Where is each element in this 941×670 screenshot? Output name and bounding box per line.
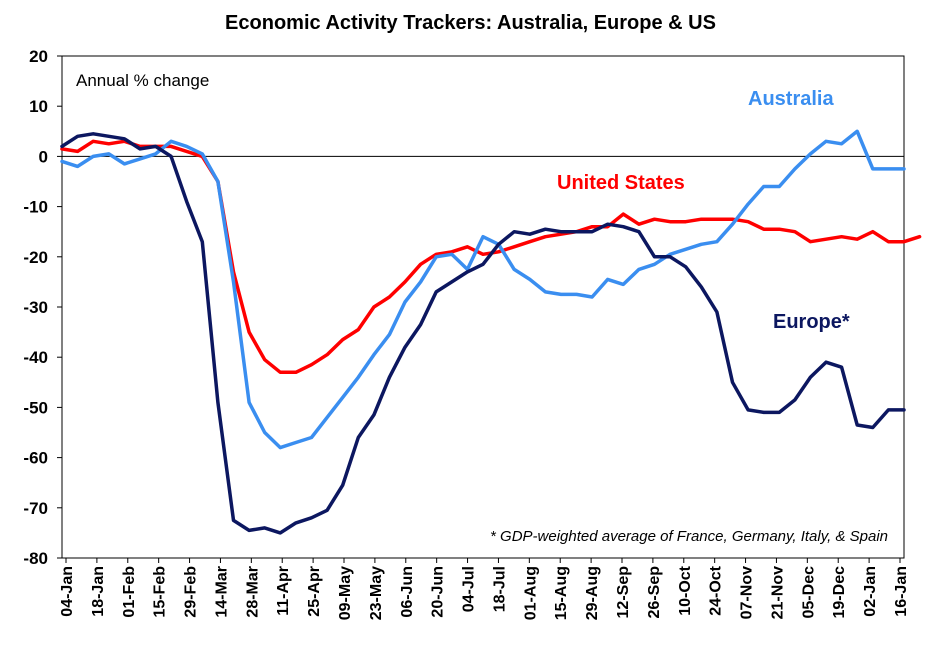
series-line-europe	[60, 132, 906, 535]
x-tick-label: 24-Oct	[708, 565, 725, 615]
y-tick-label: 0	[39, 147, 48, 166]
y-tick-label: 20	[29, 47, 48, 66]
y-axis-label: Annual % change	[76, 71, 209, 90]
y-tick-label: -80	[23, 549, 48, 568]
x-tick-label: 04-Jan	[59, 566, 76, 617]
y-tick-label: -60	[23, 449, 48, 468]
y-tick-label: -40	[23, 348, 48, 367]
x-tick-label: 29-Aug	[584, 566, 601, 620]
x-tick-label: 02-Jan	[862, 566, 879, 617]
y-tick-label: -50	[23, 398, 48, 417]
x-tick-label: 01-Aug	[522, 566, 539, 620]
x-tick-label: 29-Feb	[183, 566, 200, 618]
x-tick-label: 06-Jun	[399, 566, 416, 618]
x-tick-label: 07-Nov	[739, 566, 756, 619]
x-tick-label: 15-Feb	[152, 566, 169, 618]
series-label-united-states: United States	[557, 172, 685, 194]
x-tick-label: 21-Nov	[769, 566, 786, 619]
x-tick-label: 04-Jul	[461, 566, 478, 612]
x-tick-label: 12-Sep	[615, 566, 632, 619]
y-tick-label: -30	[23, 298, 48, 317]
x-tick-label: 20-Jun	[430, 566, 447, 618]
x-tick-label: 23-May	[368, 566, 385, 620]
x-tick-label: 16-Jan	[893, 566, 910, 617]
plot-frame	[61, 55, 905, 559]
x-tick-label: 11-Apr	[275, 566, 292, 616]
x-tick-label: 01-Feb	[121, 566, 138, 618]
series-line-australia	[60, 129, 906, 450]
series-label-europe: Europe*	[773, 311, 850, 333]
chart-title: Economic Activity Trackers: Australia, E…	[225, 12, 716, 34]
x-tick-label: 14-Mar	[213, 566, 230, 618]
y-tick-label: -20	[23, 248, 48, 267]
x-tick-label: 25-Apr	[306, 566, 323, 617]
x-tick-label: 26-Sep	[646, 566, 663, 619]
y-tick-label: -70	[23, 499, 48, 518]
x-tick-label: 10-Oct	[677, 565, 694, 615]
x-tick-label: 09-May	[337, 566, 354, 620]
x-tick-label: 15-Aug	[553, 566, 570, 620]
x-tick-label: 18-Jan	[90, 566, 107, 617]
y-tick-label: 10	[29, 97, 48, 116]
x-tick-label: 05-Dec	[800, 566, 817, 619]
footnote: * GDP-weighted average of France, German…	[490, 528, 888, 545]
x-tick-label: 19-Dec	[831, 566, 848, 619]
x-tick-label: 18-Jul	[491, 566, 508, 612]
x-tick-label: 28-Mar	[244, 566, 261, 618]
series-label-australia: Australia	[748, 88, 834, 110]
y-tick-label: -10	[23, 198, 48, 217]
